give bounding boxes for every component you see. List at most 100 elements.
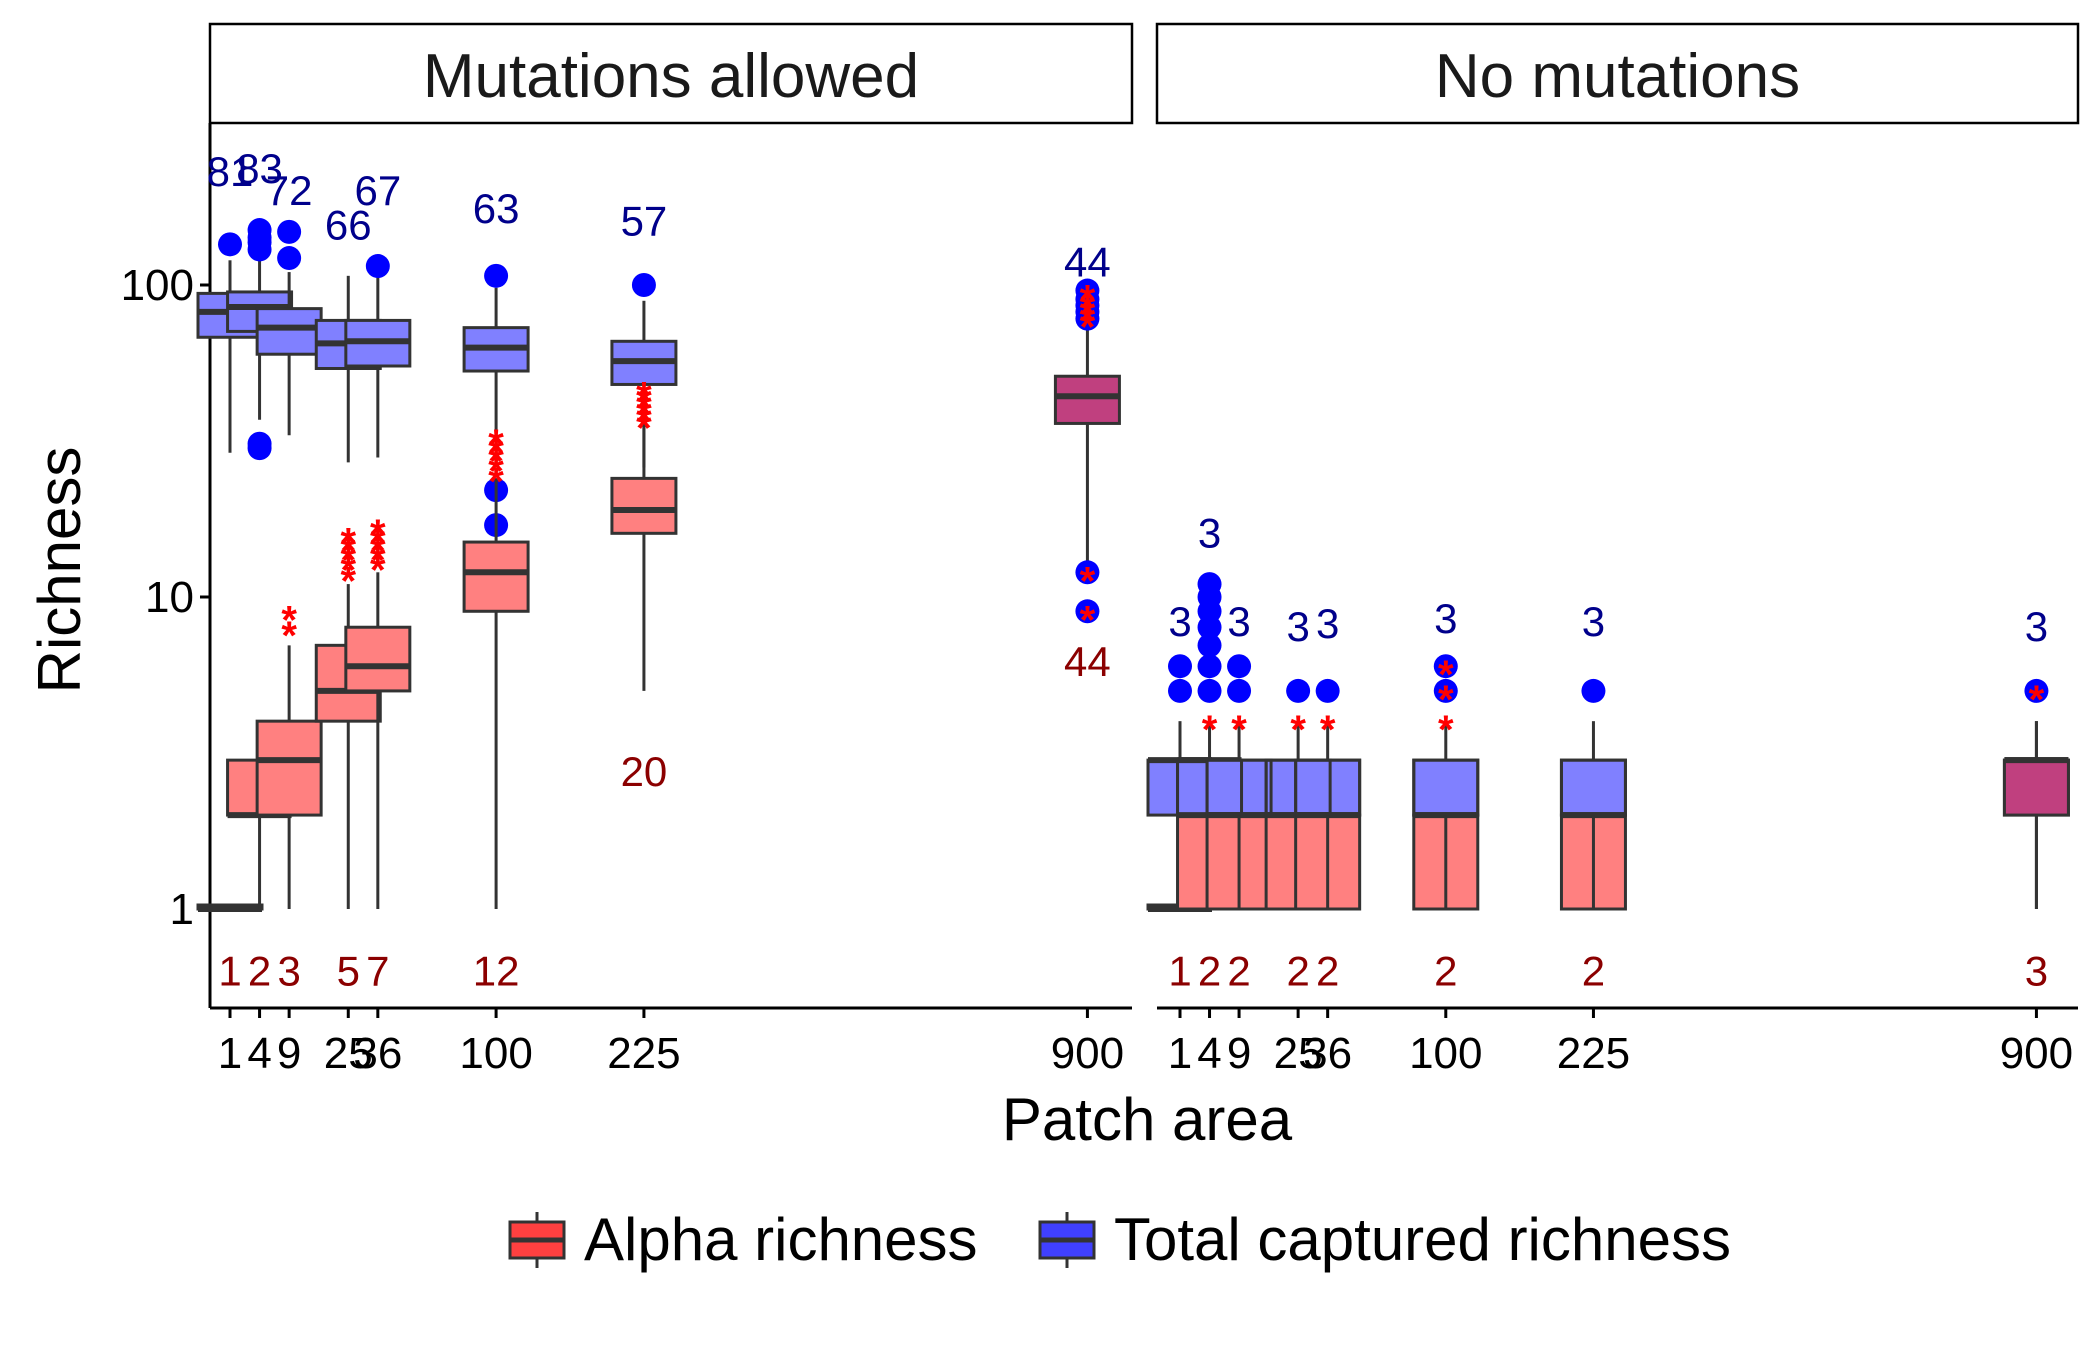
alpha-outlier-point: * — [340, 559, 356, 603]
alpha-outlier-point: * — [1231, 708, 1247, 752]
legend-item-alpha-richness: Alpha richness — [508, 1206, 978, 1273]
box-iqr — [610, 476, 678, 535]
total-outlier-point — [484, 263, 509, 288]
alpha-outlier-point: * — [636, 380, 652, 424]
box-iqr — [1053, 374, 1121, 425]
total-outlier-point — [218, 232, 242, 257]
alpha-outlier-point: * — [488, 422, 504, 466]
total-count-label: 3 — [1434, 595, 1457, 642]
alpha-count-label: 3 — [277, 948, 300, 995]
alpha-outlier-point: * — [636, 400, 652, 444]
total-outlier-point — [1433, 654, 1458, 679]
alpha-richness-box-9: ** 3 — [255, 598, 323, 995]
total-outlier-point — [1581, 678, 1606, 703]
alpha-outlier-point: * — [1080, 559, 1096, 603]
y-tick-label: 10 — [145, 573, 194, 622]
total-count-label: 63 — [473, 185, 520, 232]
alpha-outlier-point: * — [1202, 708, 1218, 752]
alpha-outlier-point: * — [370, 529, 386, 573]
box-iqr — [344, 625, 412, 693]
alpha-richness-box-225: 2 — [1559, 758, 1627, 995]
alpha-outlier-point: * — [1080, 286, 1096, 330]
x-tick-label: 4 — [1197, 1029, 1221, 1078]
x-tick-label: 36 — [353, 1029, 402, 1078]
alpha-outlier-point: * — [281, 614, 297, 658]
alpha-outlier-point: * — [1438, 678, 1454, 722]
alpha-count-label: 44 — [1064, 638, 1111, 685]
legend-item-total-captured-richness: Total captured richness — [1038, 1206, 1731, 1273]
alpha-richness-box-100: ***2 — [1412, 653, 1480, 995]
legend: Alpha richness Total captured richness — [508, 1206, 1731, 1273]
alpha-outlier-point: * — [636, 386, 652, 430]
x-tick-label: 100 — [459, 1029, 532, 1078]
y-tick-label: 100 — [121, 261, 194, 310]
total-count-label: 3 — [1168, 598, 1191, 645]
total-richness-box-9: 72 — [255, 167, 323, 436]
alpha-outlier-point: * — [370, 520, 386, 564]
alpha-outlier-point: * — [281, 598, 297, 642]
total-count-label: 3 — [1582, 598, 1605, 645]
alpha-richness-box-900: *******44 — [1064, 278, 1111, 685]
total-outlier-point — [1197, 633, 1222, 658]
box-iqr — [255, 307, 323, 356]
total-count-label: 3 — [1286, 603, 1309, 650]
alpha-outlier-point: * — [1438, 653, 1454, 697]
x-tick-label: 900 — [2000, 1029, 2073, 1078]
facet-strip — [1155, 22, 2080, 125]
total-outlier-point — [365, 254, 390, 279]
x-tick-label: 100 — [1409, 1029, 1482, 1078]
alpha-outlier-point: * — [488, 431, 504, 475]
alpha-richness-box-900: *3 — [2002, 678, 2070, 995]
x-tick-label: 1 — [218, 1029, 242, 1078]
alpha-outlier-point: * — [1438, 708, 1454, 752]
total-outlier-point — [247, 218, 272, 243]
alpha-count-label: 2 — [1582, 948, 1605, 995]
alpha-outlier-point: * — [370, 538, 386, 582]
alpha-count-label: 20 — [621, 748, 668, 795]
total-count-label: 83 — [236, 145, 283, 192]
alpha-outlier-point: * — [1080, 278, 1096, 322]
alpha-count-label: 12 — [473, 948, 520, 995]
facet-title: No mutations — [1435, 42, 1800, 111]
total-count-label: 3 — [2025, 603, 2048, 650]
total-richness-box-36: 67 — [344, 167, 412, 458]
alpha-outlier-point: * — [636, 407, 652, 451]
alpha-count-label: 2 — [1434, 948, 1457, 995]
total-richness-box-225: 57 — [610, 197, 678, 468]
total-count-label: 72 — [266, 167, 313, 214]
x-tick-label: 900 — [1051, 1029, 1124, 1078]
box-iqr — [1205, 758, 1273, 817]
x-tick-label: 9 — [277, 1029, 301, 1078]
alpha-outlier-point: * — [1080, 598, 1096, 642]
box-iqr — [462, 540, 530, 613]
alpha-outlier-point: * — [488, 440, 504, 484]
x-tick-label: 225 — [1557, 1029, 1630, 1078]
alpha-outlier-point: * — [636, 374, 652, 418]
x-tick-label: 1 — [1168, 1029, 1192, 1078]
y-axis-title: Richness — [26, 447, 93, 694]
alpha-outlier-point: * — [636, 393, 652, 437]
alpha-richness-box-9: *2 — [1205, 708, 1273, 995]
alpha-outlier-point: * — [340, 520, 356, 564]
total-count-label: 3 — [1316, 600, 1339, 647]
alpha-count-label: 2 — [1227, 948, 1250, 995]
total-outlier-point — [1315, 678, 1340, 703]
alpha-outlier-point: * — [340, 548, 356, 592]
alpha-outlier-point: * — [2029, 678, 2045, 722]
x-axis-title: Patch area — [1002, 1086, 1293, 1153]
total-outlier-point — [1227, 654, 1252, 679]
total-outlier-point — [1286, 678, 1311, 703]
box-iqr — [2002, 758, 2070, 817]
x-tick-label: 4 — [247, 1029, 271, 1078]
box-iqr — [255, 719, 323, 817]
total-richness-box-900: 44 — [1053, 239, 1121, 624]
total-count-label: 81 — [207, 148, 254, 195]
box-iqr — [1559, 758, 1627, 817]
alpha-richness-box-100: ***** 12 — [462, 422, 530, 995]
alpha-outlier-point: * — [370, 548, 386, 592]
x-tick-label: 9 — [1227, 1029, 1251, 1078]
alpha-richness-box-1: 1 — [196, 903, 264, 995]
total-count-label: 3 — [1198, 509, 1221, 556]
total-outlier-point — [1197, 572, 1222, 597]
